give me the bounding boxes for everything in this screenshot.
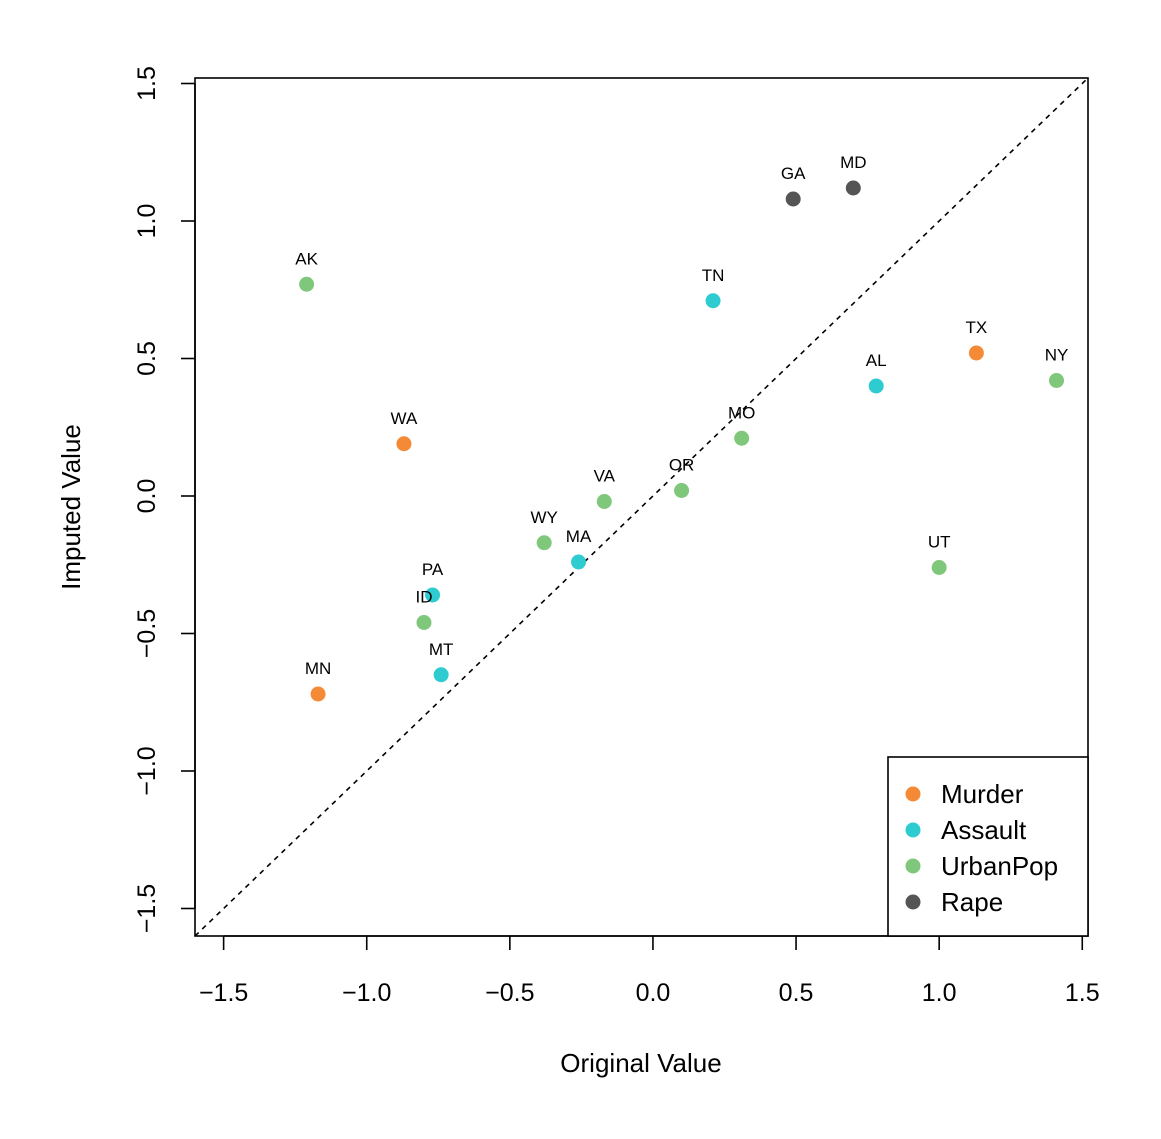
point-label-tn: TN bbox=[702, 266, 725, 285]
x-axis-title: Original Value bbox=[560, 1048, 721, 1078]
reference-line-layer bbox=[194, 77, 1089, 937]
identity-line bbox=[194, 77, 1089, 937]
point-label-al: AL bbox=[866, 351, 887, 370]
y-tick-label: 1.0 bbox=[133, 204, 161, 239]
point-label-pa: PA bbox=[422, 560, 444, 579]
point-label-wa: WA bbox=[391, 409, 418, 428]
legend: Murder Assault UrbanPop Rape bbox=[887, 756, 1089, 937]
x-axis: −1.5 −1.0 −0.5 0.0 0.5 1.0 1.5 bbox=[199, 935, 1100, 1007]
x-tick-label: 1.0 bbox=[922, 979, 957, 1007]
data-point-pa bbox=[425, 587, 441, 603]
legend-label-assault: Assault bbox=[941, 815, 1027, 845]
data-point-mo bbox=[734, 430, 750, 446]
point-label-md: MD bbox=[840, 153, 866, 172]
point-label-ak: AK bbox=[295, 249, 318, 268]
point-label-ny: NY bbox=[1045, 346, 1069, 365]
data-point-or bbox=[674, 483, 690, 498]
legend-box bbox=[887, 756, 1089, 937]
data-point-ny bbox=[1049, 373, 1065, 388]
point-label-va: VA bbox=[594, 467, 616, 486]
legend-label-urbanpop: UrbanPop bbox=[941, 851, 1058, 881]
x-tick-label: 1.5 bbox=[1065, 979, 1100, 1007]
point-label-mo: MO bbox=[728, 403, 755, 422]
data-point-wa bbox=[396, 436, 412, 452]
legend-label-rape: Rape bbox=[941, 887, 1003, 917]
data-point-ma bbox=[571, 554, 587, 570]
points-layer: WA MN TX TN AL MA PA MT AK NY MO OR VA WY ID UT GA MD bbox=[295, 153, 1068, 702]
y-tick-label: −0.5 bbox=[133, 609, 161, 658]
y-axis: −1.5 −1.0 −0.5 0.0 0.5 1.0 1.5 bbox=[133, 66, 196, 933]
y-tick-label: 0.5 bbox=[133, 341, 161, 376]
data-point-id bbox=[416, 615, 432, 630]
x-tick-label: −1.5 bbox=[199, 979, 248, 1007]
point-label-wy: WY bbox=[530, 508, 557, 527]
point-label-mn: MN bbox=[305, 659, 331, 678]
y-tick-label: −1.5 bbox=[133, 884, 161, 933]
point-label-tx: TX bbox=[966, 318, 988, 337]
legend-swatch-assault bbox=[905, 822, 921, 838]
data-point-al bbox=[868, 378, 884, 394]
data-point-md bbox=[845, 180, 861, 196]
point-label-ga: GA bbox=[781, 164, 806, 183]
x-tick-label: −1.0 bbox=[342, 979, 391, 1007]
data-point-va bbox=[596, 494, 612, 509]
point-label-ma: MA bbox=[566, 527, 592, 546]
data-point-ak bbox=[299, 276, 315, 292]
x-tick-label: 0.5 bbox=[779, 979, 814, 1007]
y-axis-title: Imputed Value bbox=[56, 424, 86, 590]
point-label-mt: MT bbox=[429, 640, 454, 659]
data-point-mt bbox=[433, 667, 449, 683]
y-tick-label: 1.5 bbox=[133, 66, 161, 101]
point-label-id: ID bbox=[415, 588, 432, 607]
data-point-tx bbox=[968, 345, 984, 361]
data-point-mn bbox=[310, 686, 326, 702]
x-tick-label: −0.5 bbox=[485, 979, 534, 1007]
legend-swatch-urbanpop bbox=[905, 858, 921, 874]
plot-frame bbox=[194, 77, 1089, 937]
data-point-ga bbox=[785, 191, 801, 207]
legend-label-murder: Murder bbox=[941, 779, 1024, 809]
legend-swatch-rape bbox=[905, 894, 921, 910]
y-tick-label: 0.0 bbox=[133, 479, 161, 514]
legend-swatch-murder bbox=[905, 786, 921, 802]
point-label-ut: UT bbox=[928, 533, 951, 552]
y-tick-label: −1.0 bbox=[133, 746, 161, 795]
x-tick-label: 0.0 bbox=[636, 979, 671, 1007]
data-point-tn bbox=[705, 293, 721, 309]
data-point-ut bbox=[931, 560, 947, 575]
point-label-or: OR bbox=[669, 456, 695, 475]
data-point-wy bbox=[536, 535, 552, 551]
